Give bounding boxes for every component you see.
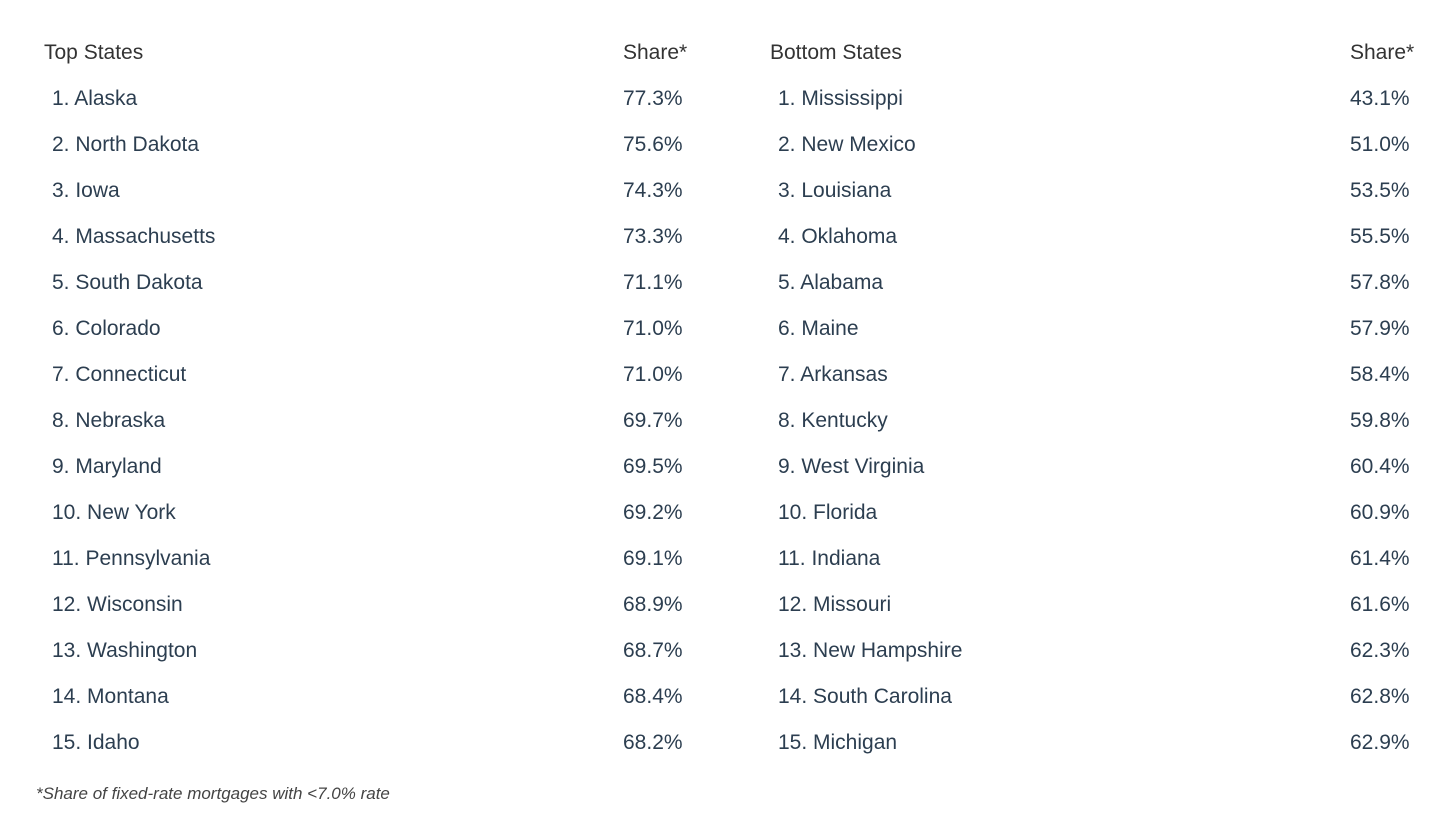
share-value: 69.5%	[623, 455, 683, 478]
share-value: 62.9%	[1350, 731, 1410, 754]
state-name: 7. Arkansas	[778, 363, 888, 386]
column-header: Bottom States	[770, 41, 902, 64]
state-name: 2. North Dakota	[52, 133, 200, 156]
share-value: 59.8%	[1350, 409, 1410, 432]
share-value: 60.9%	[1350, 501, 1410, 524]
share-value: 73.3%	[623, 225, 683, 248]
share-value: 61.6%	[1350, 593, 1410, 616]
share-value: 71.1%	[623, 271, 683, 294]
state-name: 4. Massachusetts	[52, 225, 216, 248]
column-header: Share*	[1350, 41, 1415, 64]
state-name: 7. Connecticut	[52, 363, 187, 386]
share-value: 74.3%	[623, 179, 683, 202]
share-value: 62.3%	[1350, 639, 1410, 662]
share-value: 58.4%	[1350, 363, 1410, 386]
state-name: 13. Washington	[52, 639, 198, 662]
state-name: 11. Pennsylvania	[52, 547, 211, 570]
share-value: 57.9%	[1350, 317, 1410, 340]
state-name: 1. Mississippi	[778, 87, 903, 110]
state-name: 6. Maine	[778, 317, 859, 340]
state-name: 14. South Carolina	[778, 685, 952, 708]
share-value: 55.5%	[1350, 225, 1410, 248]
state-name: 10. New York	[52, 501, 176, 524]
state-name: 15. Michigan	[778, 731, 898, 754]
column-header: Share*	[623, 41, 688, 64]
state-name: 12. Missouri	[778, 593, 892, 616]
state-name: 1. Alaska	[52, 87, 138, 110]
state-name: 6. Colorado	[52, 317, 161, 340]
state-name: 8. Kentucky	[778, 409, 888, 432]
state-name: 8. Nebraska	[52, 409, 166, 432]
state-name: 3. Iowa	[52, 179, 120, 202]
state-name: 15. Idaho	[52, 731, 140, 754]
footnote: *Share of fixed-rate mortgages with <7.0…	[36, 784, 390, 803]
share-value: 60.4%	[1350, 455, 1410, 478]
state-name: 9. Maryland	[52, 455, 162, 478]
share-value: 71.0%	[623, 363, 683, 386]
state-name: 12. Wisconsin	[52, 593, 183, 616]
state-name: 2. New Mexico	[778, 133, 916, 156]
state-name: 5. Alabama	[778, 271, 884, 294]
state-name: 9. West Virginia	[778, 455, 925, 478]
share-value: 57.8%	[1350, 271, 1410, 294]
share-value: 68.7%	[623, 639, 683, 662]
state-name: 14. Montana	[52, 685, 169, 708]
share-value: 75.6%	[623, 133, 683, 156]
share-value: 62.8%	[1350, 685, 1410, 708]
share-value: 68.4%	[623, 685, 683, 708]
state-name: 4. Oklahoma	[778, 225, 898, 248]
share-value: 71.0%	[623, 317, 683, 340]
share-value: 68.2%	[623, 731, 683, 754]
share-value: 53.5%	[1350, 179, 1410, 202]
state-name: 3. Louisiana	[778, 179, 892, 202]
state-name: 13. New Hampshire	[778, 639, 963, 662]
state-name: 10. Florida	[778, 501, 878, 524]
state-name: 5. South Dakota	[52, 271, 203, 294]
state-name: 11. Indiana	[778, 547, 881, 570]
share-value: 69.7%	[623, 409, 683, 432]
share-value: 43.1%	[1350, 87, 1410, 110]
share-value: 61.4%	[1350, 547, 1410, 570]
share-value: 51.0%	[1350, 133, 1410, 156]
share-value: 77.3%	[623, 87, 683, 110]
share-value: 69.1%	[623, 547, 683, 570]
share-value: 69.2%	[623, 501, 683, 524]
share-value: 68.9%	[623, 593, 683, 616]
column-header: Top States	[44, 41, 144, 64]
